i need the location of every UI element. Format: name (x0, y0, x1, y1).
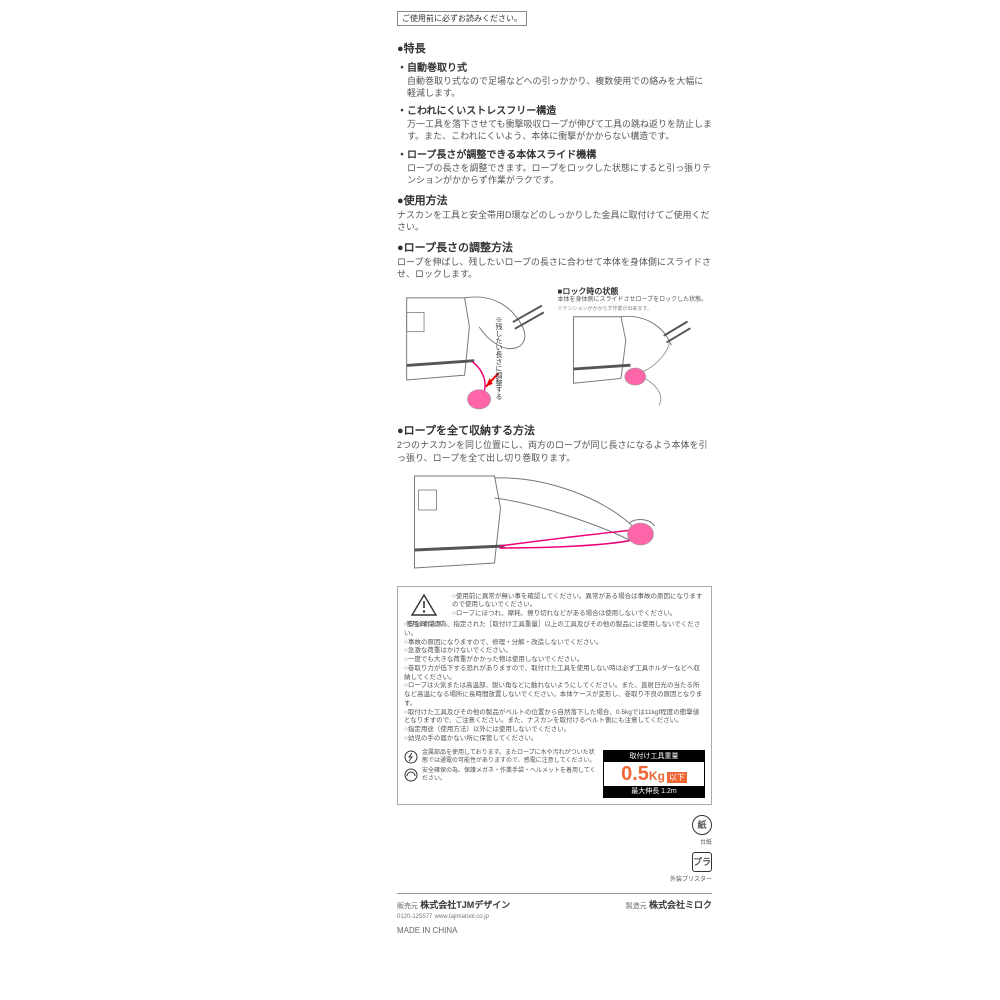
warning-bottom-notes: 金属部品を使用しております。またロープに水や汚れがついた状態では通電の可能性があ… (404, 750, 597, 787)
ppe-icon (404, 768, 418, 782)
plastic-mark-label: 外装ブリスター (670, 877, 712, 883)
mfg-label: 製造元 (626, 903, 647, 910)
adjust-illustration-row: ※残したい長さに調整する ■ロック時の状態 本体を身体側にスライドさせロープをロ… (397, 286, 712, 416)
paper-mark-label: 台紙 (700, 840, 712, 846)
adjust-body: ロープを伸ばし、残したいロープの長さに合わせて本体を身体側にスライドさせ、ロック… (397, 256, 712, 280)
seller-name: 株式会社TJMデザイン (420, 900, 510, 910)
mfg-col: 製造元 株式会社ミロク (555, 898, 713, 920)
feature-3-body: ロープの長さを調整できます。ロープをロックした状態にすると引っ張りテンションがか… (407, 162, 712, 186)
warn-item: ○指定用途（使用方法）以外には使用しないでください。 (404, 726, 705, 735)
section-features-title: ●特長 (397, 40, 712, 56)
warn-item: ○巻取り力が低下する恐れがありますので、取付けた工具を使用しない時は必ず工具ホル… (404, 665, 705, 683)
feature-2-subtitle: ・こわれにくいストレスフリー構造 (397, 102, 712, 117)
made-in: MADE IN CHINA (397, 926, 712, 935)
warn-item: ○事故の原因になりますので、修理・分解・改造しないでください。 (404, 639, 705, 648)
feature-3-subtitle: ・ロープ長さが調整できる本体スライド機構 (397, 146, 712, 161)
adjust-figure-2: ■ロック時の状態 本体を身体側にスライドさせロープをロックした状態。 ※テンショ… (558, 286, 713, 416)
warning-list: ○安全確保の為、指定された［取付け工具重量］以上の工具及びその他の製品には使用し… (404, 621, 705, 744)
plastic-mark-icon: プラ (692, 852, 712, 872)
warn-item: ○ロープは火気または高温部、鋭い角などに触れないようにしてください。また、直射日… (404, 682, 705, 708)
section-usage-title: ●使用方法 (397, 192, 712, 208)
warning-icon: 使用上の注意 (404, 593, 444, 628)
warn-item: ○安全確保の為、指定された［取付け工具重量］以上の工具及びその他の製品には使用し… (404, 621, 705, 639)
usage-body: ナスカンを工具と安全帯用D環などのしっかりした金具に取付けてご使用ください。 (397, 209, 712, 233)
warning-icon-label: 使用上の注意 (406, 622, 442, 628)
footer: 販売元 株式会社TJMデザイン 0120-125577 www.tajimato… (397, 898, 712, 920)
feature-1-body: 自動巻取り式なので足場などへの引っかかり、複数使用での絡みを大幅に軽減します。 (407, 75, 712, 99)
weight-spec-box: 取付け工具重量 0.5Kg 以下 最大伸長 1.2m (603, 750, 705, 798)
adjust-fig2-note: ※テンションがかからず作業が出来ます。 (558, 305, 713, 312)
retract-figure (397, 468, 712, 578)
warn-item: ○幼児の手の届かない所に保管してください。 (404, 735, 705, 744)
adjust-fig1-caption: ※残したい長さに調整する (493, 316, 503, 400)
seller-url: www.tajimatool.co.jp (435, 914, 489, 920)
seller-col: 販売元 株式会社TJMデザイン 0120-125577 www.tajimato… (397, 898, 555, 920)
recycle-plastic: プラ 外装ブリスター (397, 852, 712, 883)
section-adjust-title: ●ロープ長さの調整方法 (397, 239, 712, 255)
mfg-name: 株式会社ミロク (649, 900, 712, 910)
recycle-paper: 紙 台紙 (397, 815, 712, 846)
warning-top-2: ○ロープにほつれ、摩耗、擦り切れなどがある場合は使用しないでください。 (452, 610, 705, 619)
instruction-page: ご使用前に必ずお読みください。 ●特長 ・自動巻取り式 自動巻取り式なので足場な… (397, 0, 712, 935)
weight-num: 0.5 (621, 763, 649, 785)
feature-2-body: 万一工具を落下させても衝撃吸収ロープが伸びて工具の跳ね返りを防止します。また、こ… (407, 118, 712, 142)
paper-mark-icon: 紙 (692, 815, 712, 835)
adjust-fig2-body: 本体を身体側にスライドさせロープをロックした状態。 (558, 297, 713, 304)
adjust-fig2-title: ■ロック時の状態 (558, 286, 713, 297)
electric-icon (404, 750, 418, 764)
warning-bottom-row: 金属部品を使用しております。またロープに水や汚れがついた状態では通電の可能性があ… (404, 750, 705, 798)
section-retract-title: ●ロープを全て収納する方法 (397, 422, 712, 438)
read-first-box: ご使用前に必ずお読みください。 (397, 11, 527, 26)
warn-item: ○取付けた工具及びその他の製品がベルトの位置から自然落下した場合、0.5kgでは… (404, 709, 705, 727)
warn-note-2: 安全確保の為、保護メガネ・作業手袋・ヘルメットを着用してください。 (422, 768, 597, 784)
warn-item: ○急激な荷重はかけないでください。 (404, 647, 705, 656)
weight-box-top: 取付け工具重量 (604, 751, 704, 762)
warn-item: ○一度でも大きな荷重がかかった物は使用しないでください。 (404, 656, 705, 665)
warning-top-1: ○使用前に異常が無い事を確認してください。異常がある場合は事故の原因になりますの… (452, 593, 705, 611)
weight-unit: Kg (649, 769, 665, 783)
weight-box-value: 0.5Kg 以下 (604, 762, 704, 786)
warn-note-1: 金属部品を使用しております。またロープに水や汚れがついた状態では通電の可能性があ… (422, 750, 597, 766)
weight-box-bottom: 最大伸長 1.2m (604, 786, 704, 797)
seller-label: 販売元 (397, 903, 418, 910)
warning-box: 使用上の注意 ○使用前に異常が無い事を確認してください。異常がある場合は事故の原… (397, 586, 712, 805)
feature-1-subtitle: ・自動巻取り式 (397, 59, 712, 74)
footer-divider (397, 893, 712, 894)
retract-body: 2つのナスカンを同じ位置にし、両方のロープが同じ長さになるよう本体を引っ張り、ロ… (397, 439, 712, 463)
seller-phone: 0120-125577 (397, 914, 432, 920)
adjust-figure-1: ※残したい長さに調整する (397, 286, 552, 416)
weight-suffix: 以下 (667, 772, 687, 783)
